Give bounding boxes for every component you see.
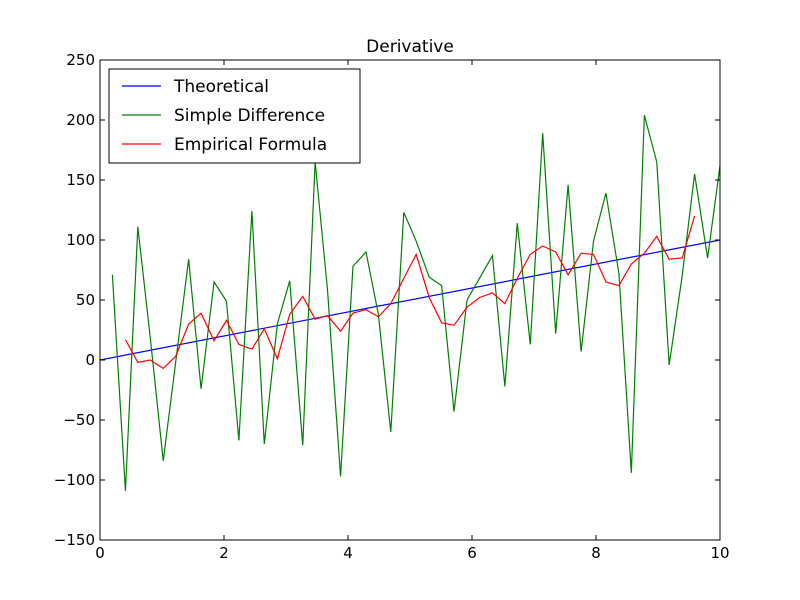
y-tick-label: 0 [85, 351, 95, 369]
y-tick-label: 100 [66, 231, 95, 249]
y-tick-label: 200 [66, 111, 95, 129]
series-line-empirical-formula [124, 215, 696, 370]
x-tick-label: 8 [591, 544, 601, 562]
x-tick-label: 10 [710, 544, 729, 562]
y-tick-label: 250 [66, 51, 95, 69]
x-tick-label: 4 [343, 544, 353, 562]
series-layer [99, 115, 721, 491]
legend-label-theoretical: Theoretical [173, 77, 269, 97]
chart-title: Derivative [366, 37, 454, 57]
ticks-layer: 0 2 4 6 8 10 −150 −100 −50 0 50 100 150 200 250 [54, 51, 730, 562]
x-tick-label: 0 [95, 544, 105, 562]
x-tick-label: 6 [467, 544, 477, 562]
legend: Theoretical Simple Difference Empirical … [108, 68, 361, 164]
x-tick-label: 2 [219, 544, 229, 562]
y-tick-label: −50 [63, 411, 95, 429]
legend-box [108, 68, 361, 164]
y-tick-label: −150 [54, 531, 95, 549]
y-tick-label: 150 [66, 171, 95, 189]
series-line-simple-difference [111, 115, 721, 491]
y-tick-label: −100 [54, 471, 95, 489]
y-tick-label: 50 [76, 291, 95, 309]
legend-label-simple-difference: Simple Difference [174, 106, 325, 126]
legend-label-empirical-formula: Empirical Formula [174, 135, 327, 155]
